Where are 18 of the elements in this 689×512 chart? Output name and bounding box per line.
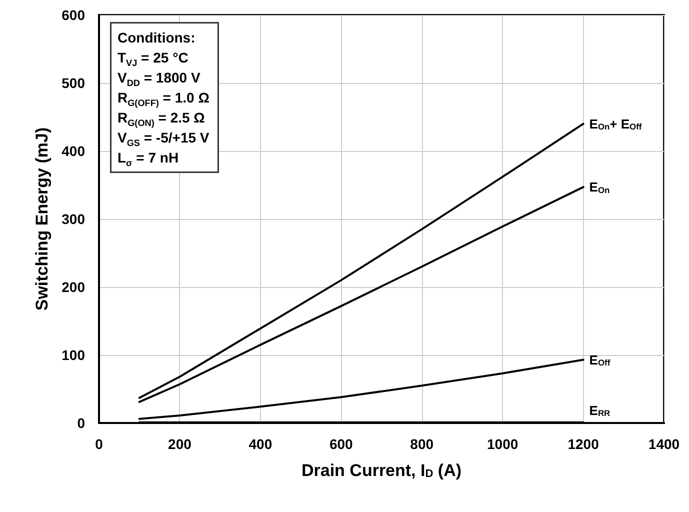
x-axis-title: Drain Current, ID (A) <box>301 460 462 480</box>
y-tick-label: 100 <box>62 347 86 363</box>
y-tick-label: 200 <box>62 279 86 295</box>
x-tick-label: 600 <box>329 436 354 452</box>
y-tick-label: 500 <box>62 75 86 91</box>
y-tick-label: 600 <box>62 7 86 23</box>
x-tick-label: 400 <box>248 436 272 452</box>
x-tick-label: 1000 <box>486 436 518 452</box>
x-tick-label: 200 <box>168 436 192 452</box>
annotation: Conditions: <box>118 30 196 46</box>
x-tick-label: 1200 <box>568 436 600 452</box>
y-axis-title: Switching Energy (mJ) <box>32 127 52 311</box>
x-tick-label: 800 <box>410 436 434 452</box>
x-tick-label: 1400 <box>648 436 680 452</box>
x-tick-label: 0 <box>95 436 104 452</box>
y-tick-label: 0 <box>77 415 86 431</box>
y-tick-label: 400 <box>62 143 86 159</box>
y-tick-label: 300 <box>62 211 86 227</box>
